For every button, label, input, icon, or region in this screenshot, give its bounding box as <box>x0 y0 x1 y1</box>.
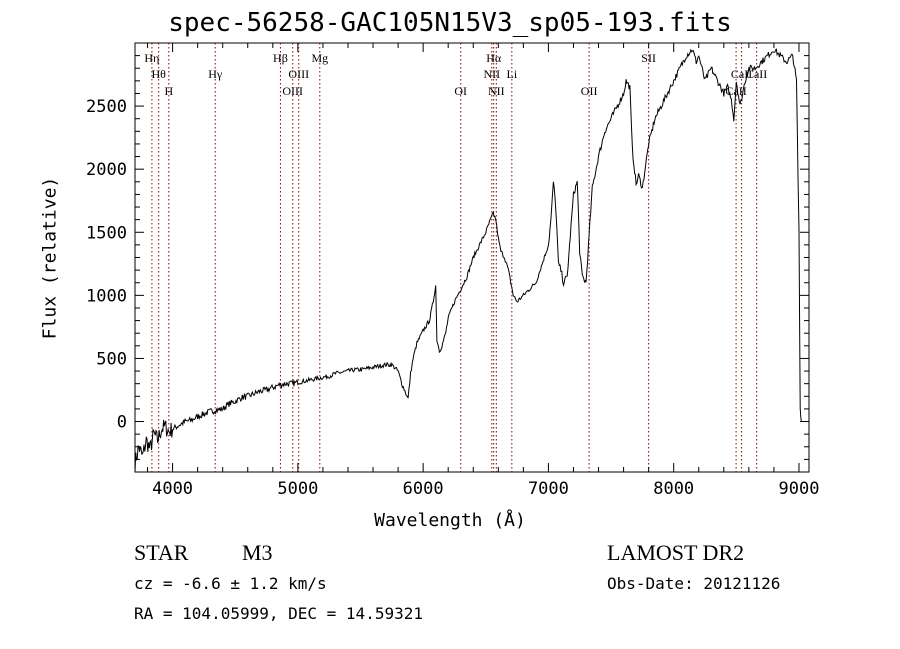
line-marker-label: Hη <box>144 51 159 65</box>
observation-date: Obs-Date: 20121126 <box>607 574 781 593</box>
line-marker-label: Hα <box>486 51 502 65</box>
line-marker-label: Hβ <box>273 51 288 65</box>
x-tick-label: 8000 <box>653 479 694 499</box>
y-tick-label: 500 <box>96 349 127 369</box>
x-tick-label: 6000 <box>403 479 444 499</box>
x-tick-label: 9000 <box>779 479 820 499</box>
x-axis-label: Wavelength (Å) <box>374 510 526 531</box>
line-marker-label: NII <box>488 84 505 98</box>
survey-name: LAMOST DR2 <box>607 540 745 565</box>
x-tick-label: 4000 <box>152 479 193 499</box>
line-marker-label: NII <box>483 67 500 81</box>
x-tick-label: 5000 <box>277 479 318 499</box>
object-subclass: M3 <box>242 540 273 565</box>
line-marker-label: OI <box>454 84 467 98</box>
object-class: STAR <box>134 540 189 565</box>
y-axis-label: Flux (relative) <box>39 176 61 340</box>
y-tick-label: 1000 <box>86 286 127 306</box>
redshift-text: cz = -6.6 ± 1.2 km/s <box>134 574 327 593</box>
chart-title: spec-56258-GAC105N15V3_sp05-193.fits <box>168 8 732 38</box>
spectrum-line <box>134 48 802 473</box>
line-marker-label: CaII <box>746 67 767 81</box>
line-marker-label: CaII <box>731 67 752 81</box>
y-tick-label: 2500 <box>86 97 127 117</box>
coordinates-text: RA = 104.05999, DEC = 14.59321 <box>134 604 423 623</box>
line-marker-label: Hγ <box>208 67 223 81</box>
line-marker-label: Mg <box>311 51 328 65</box>
x-tick-label: 7000 <box>528 479 569 499</box>
line-marker-label: Li <box>507 67 518 81</box>
line-marker-label: OIII <box>288 67 309 81</box>
y-tick-label: 1500 <box>86 223 127 243</box>
line-marker-label: OII <box>581 84 598 98</box>
line-marker-label: H <box>164 84 173 98</box>
line-marker-label: SII <box>641 51 656 65</box>
plot-frame <box>134 42 810 473</box>
y-tick-label: 0 <box>117 413 127 433</box>
line-marker-label: OIII <box>282 84 303 98</box>
y-tick-label: 2000 <box>86 160 127 180</box>
line-marker-label: Hθ <box>151 67 166 81</box>
